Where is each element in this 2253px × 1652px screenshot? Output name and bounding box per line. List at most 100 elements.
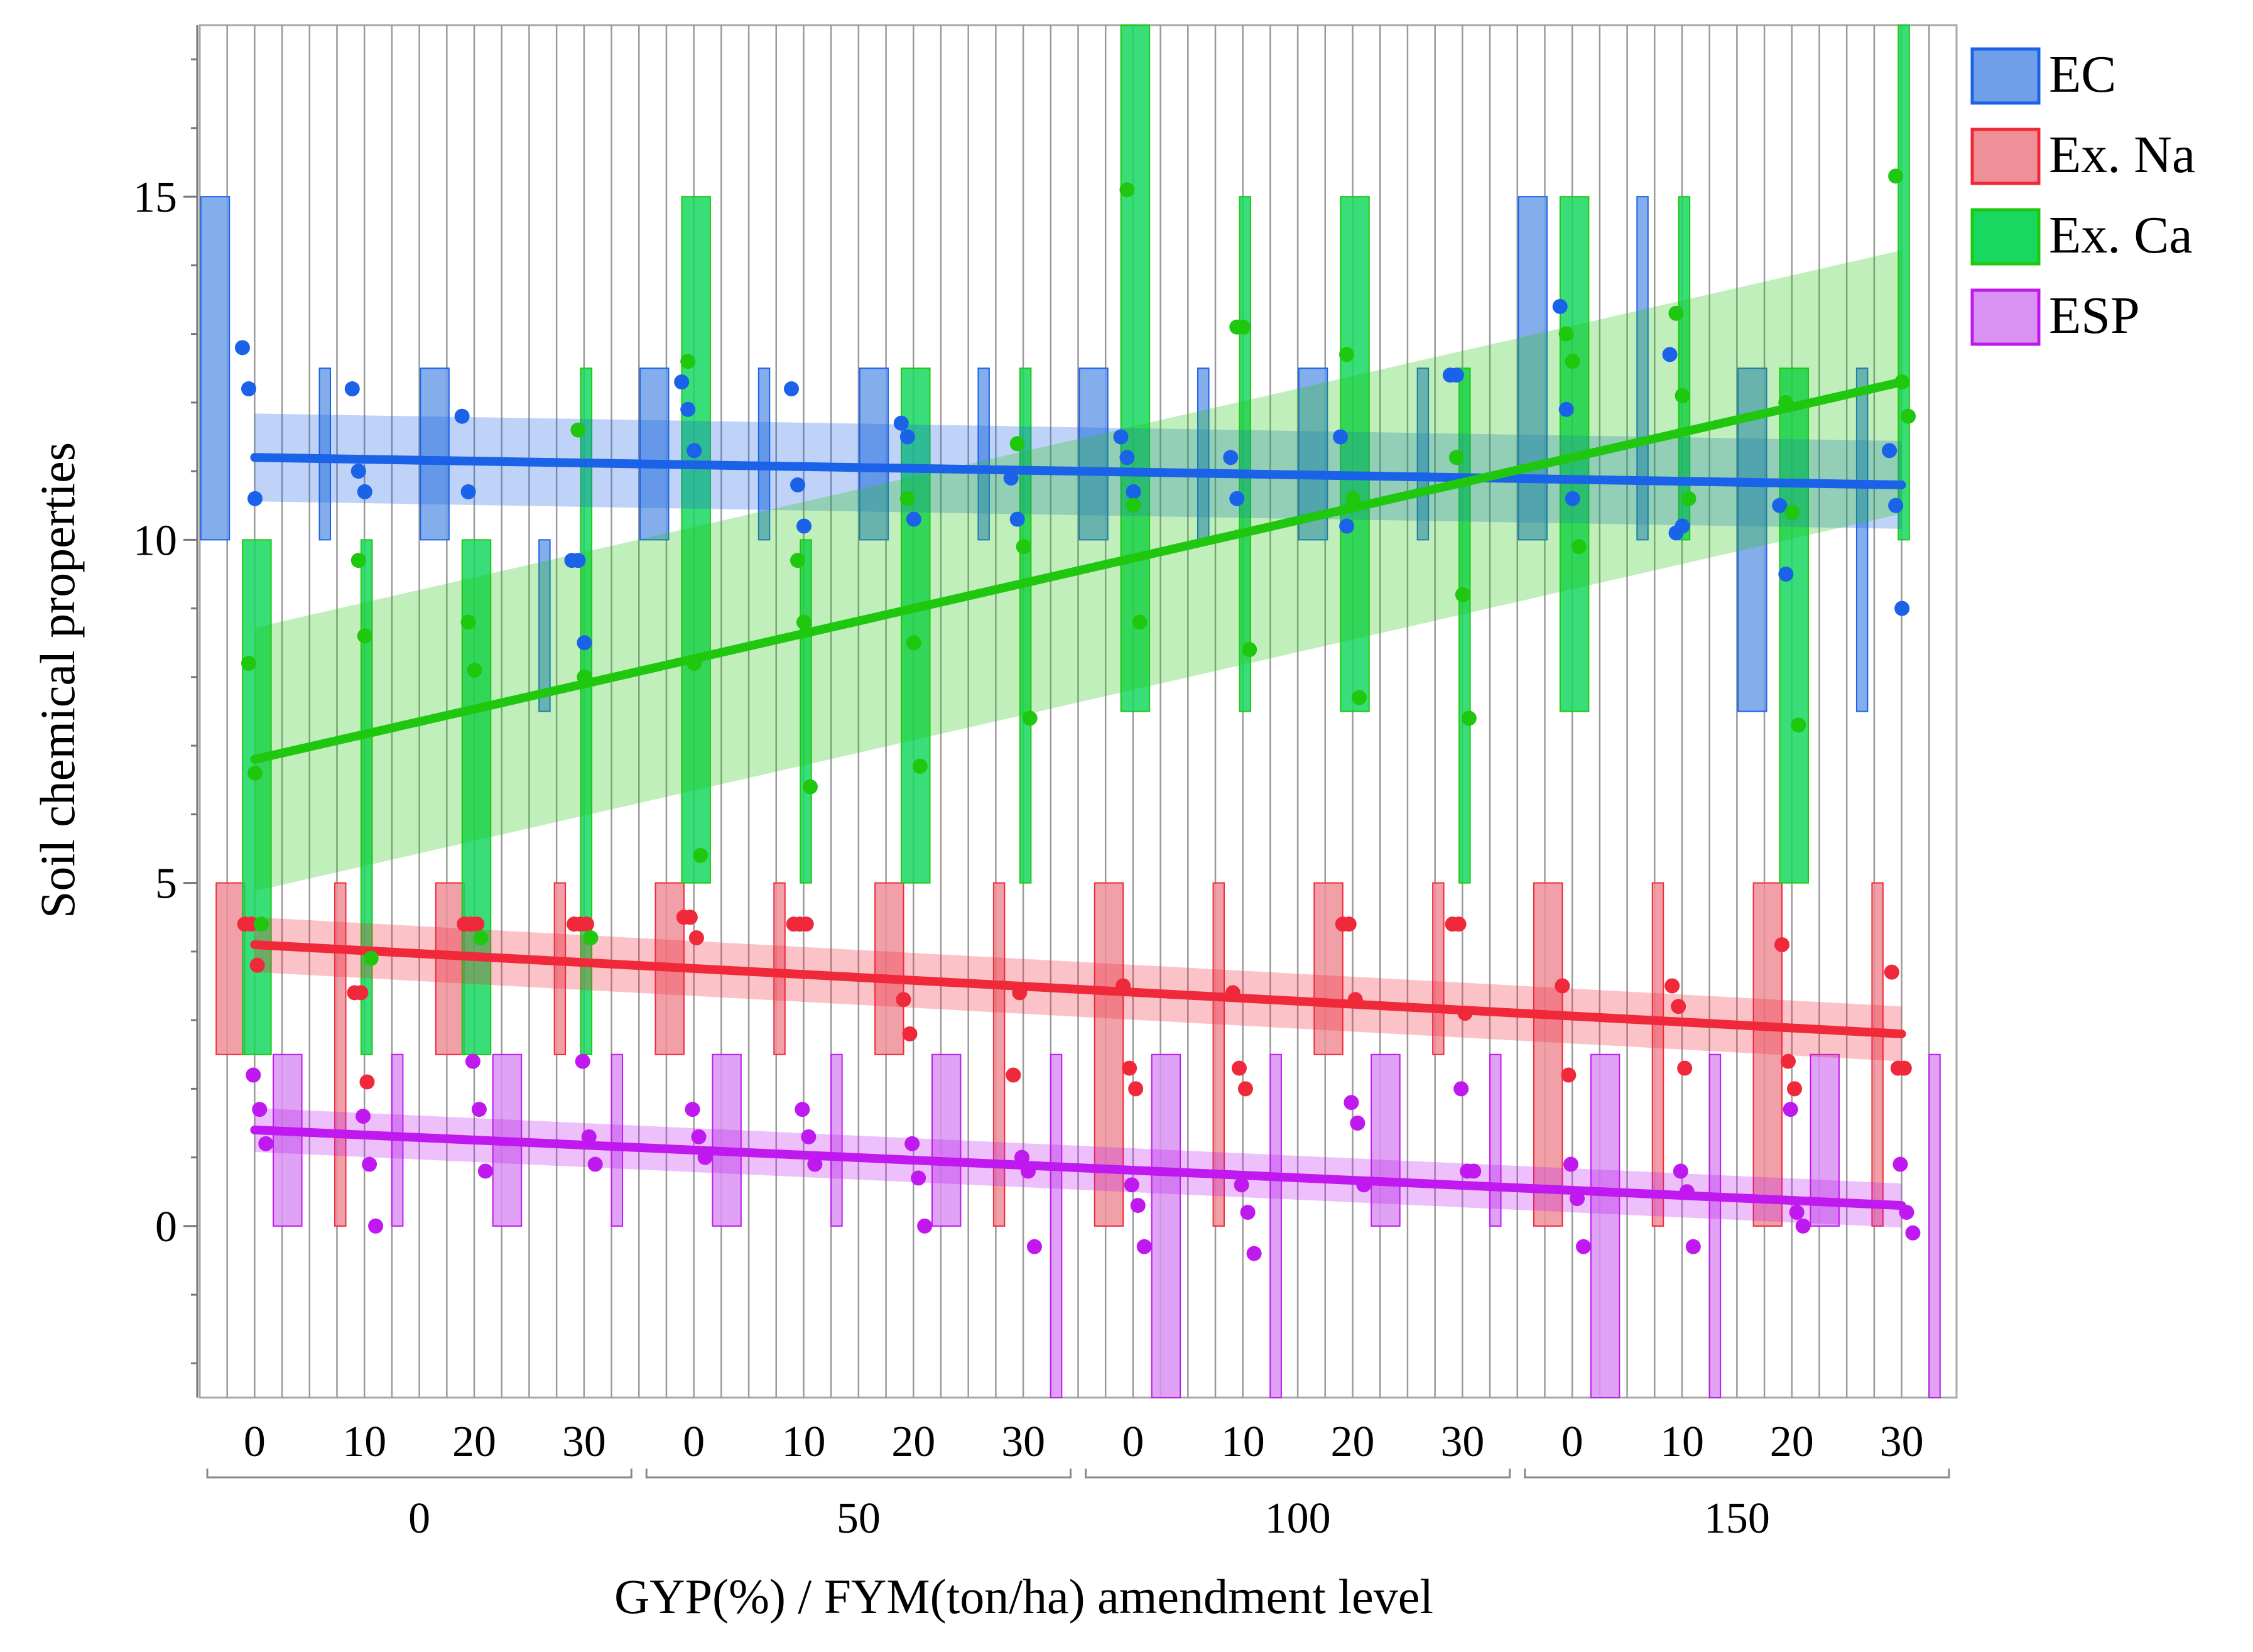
x-group-label: 150 — [1704, 1494, 1770, 1543]
data-point-ec — [460, 484, 476, 499]
box-ex-na — [1871, 882, 1884, 1227]
data-point-ex-na — [896, 992, 911, 1008]
x-tick-label: 30 — [562, 1418, 606, 1466]
box-ex-na — [1651, 882, 1664, 1227]
data-point-ex-na — [1664, 978, 1680, 994]
data-point-ex-ca — [1345, 491, 1361, 506]
x-axis-title: GYP(%) / FYM(ton/ha) amendment level — [614, 1569, 1433, 1624]
box-ec — [1855, 367, 1869, 712]
box-esp — [830, 1053, 843, 1227]
data-point-esp — [1014, 1149, 1029, 1165]
data-point-ec — [1333, 429, 1349, 445]
data-point-ex-ca — [1448, 450, 1464, 465]
box-esp — [1928, 1053, 1941, 1398]
data-point-ec — [687, 443, 702, 459]
data-point-esp — [575, 1053, 590, 1069]
data-point-ex-ca — [1565, 354, 1580, 369]
x-tick-label: 10 — [1660, 1418, 1704, 1466]
box-ex-na — [553, 882, 567, 1055]
data-point-ex-ca — [473, 930, 489, 946]
box-ex-ca — [1458, 367, 1471, 884]
data-point-ex-ca — [467, 662, 482, 678]
data-point-ec — [344, 381, 360, 397]
box-ex-ca — [1120, 24, 1151, 712]
data-point-esp — [246, 1067, 261, 1083]
data-point-ex-na — [359, 1074, 375, 1090]
data-point-esp — [368, 1218, 384, 1234]
data-point-ex-ca — [796, 614, 812, 630]
data-point-ex-ca — [1894, 374, 1910, 390]
data-point-ex-ca — [1784, 504, 1800, 520]
legend-label: Ex. Ca — [2049, 206, 2193, 264]
data-point-esp — [465, 1053, 480, 1069]
data-point-esp — [1576, 1239, 1592, 1254]
data-point-ex-ca — [241, 656, 256, 671]
box-ex-ca — [1678, 196, 1691, 541]
data-point-ex-ca — [693, 847, 708, 863]
box-ec — [538, 539, 551, 712]
data-point-ex-ca — [583, 930, 599, 946]
data-point-ec — [1675, 518, 1690, 534]
x-tick-label: 10 — [1221, 1418, 1265, 1466]
data-point-ex-na — [1231, 1060, 1247, 1076]
box-ex-na — [1212, 882, 1225, 1227]
data-point-ex-ca — [253, 916, 269, 932]
legend-label: EC — [2049, 45, 2116, 104]
data-point-ex-ca — [1461, 710, 1477, 726]
data-point-ex-ca — [790, 553, 805, 568]
data-point-ex-na — [1122, 1060, 1137, 1076]
box-ex-na — [1533, 882, 1563, 1227]
data-point-esp — [471, 1102, 487, 1117]
data-point-ec — [1003, 470, 1019, 486]
data-point-esp — [1026, 1239, 1042, 1254]
data-point-ec — [1565, 491, 1580, 506]
data-point-ex-na — [688, 930, 704, 946]
data-point-ex-ca — [570, 422, 586, 438]
data-point-ec — [1882, 443, 1897, 459]
data-point-ec — [1223, 450, 1239, 465]
data-point-ex-ca — [912, 758, 928, 774]
data-point-ex-ca — [1126, 497, 1141, 513]
data-point-ex-na — [1774, 937, 1790, 952]
data-point-esp — [1905, 1225, 1921, 1241]
x-tick-label: 10 — [781, 1418, 825, 1466]
data-point-esp — [697, 1149, 713, 1165]
data-point-ex-na — [353, 985, 369, 1001]
data-point-esp — [904, 1136, 920, 1151]
box-esp — [1371, 1053, 1401, 1227]
data-point-ec — [577, 635, 592, 651]
legend-swatch — [1970, 208, 2041, 266]
data-point-esp — [1685, 1239, 1701, 1254]
data-point-esp — [685, 1102, 700, 1117]
data-point-esp — [1136, 1239, 1152, 1254]
data-point-ex-ca — [350, 553, 366, 568]
data-point-ex-ca — [1675, 388, 1690, 403]
data-point-ex-ca — [906, 635, 921, 651]
box-ex-ca — [360, 539, 373, 1055]
box-ex-na — [435, 882, 465, 1055]
data-point-ex-na — [1787, 1081, 1803, 1097]
y-tick-label: 15 — [133, 173, 177, 222]
x-tick-label: 20 — [891, 1418, 935, 1466]
data-point-ex-ca — [1571, 539, 1587, 555]
data-point-ec — [1772, 497, 1788, 513]
box-ec — [420, 367, 450, 541]
data-point-ex-ca — [1791, 717, 1806, 733]
data-point-ex-ca — [460, 614, 476, 630]
box-ec — [1416, 367, 1430, 541]
data-point-ec — [1894, 600, 1910, 616]
data-point-ec — [1558, 401, 1574, 417]
data-point-esp — [911, 1170, 926, 1186]
data-point-ex-ca — [247, 765, 263, 781]
data-point-ex-ca — [1888, 168, 1904, 184]
box-esp — [273, 1053, 303, 1227]
data-point-ec — [234, 340, 250, 356]
data-point-ec — [350, 464, 366, 479]
data-point-esp — [1899, 1205, 1914, 1220]
data-point-ex-na — [1116, 978, 1131, 994]
box-ec — [757, 367, 771, 541]
data-point-ex-ca — [680, 354, 696, 369]
box-ex-ca — [1019, 367, 1032, 884]
data-point-esp — [795, 1102, 810, 1117]
data-point-ec — [1552, 298, 1568, 314]
